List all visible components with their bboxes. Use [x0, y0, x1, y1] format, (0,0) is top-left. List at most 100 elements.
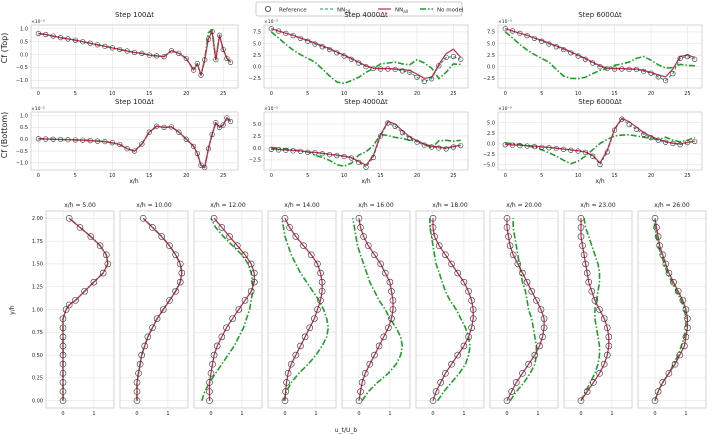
reference-marker [247, 287, 255, 295]
reference-marker [429, 397, 437, 405]
reference-marker [144, 333, 152, 341]
reference-marker [62, 306, 70, 313]
reference-marker [224, 115, 230, 121]
reference-marker [366, 360, 374, 368]
reference-marker [223, 324, 230, 332]
reference-marker [407, 69, 413, 75]
reference-marker [319, 44, 325, 50]
x-tick-label: 25 [684, 91, 690, 97]
x-tick-label: 10 [341, 173, 347, 179]
x-tick-label: 5 [74, 91, 77, 97]
reference-marker [168, 124, 175, 130]
series-group [133, 214, 186, 405]
reference-marker [364, 242, 372, 249]
y-tick-label: 5.0 [253, 122, 261, 128]
x-tick-label: 10 [341, 91, 347, 97]
reference-marker [139, 50, 145, 56]
series-group [35, 115, 234, 170]
plot-frame [497, 24, 703, 89]
reference-marker [133, 397, 141, 405]
series-line-nomodel [580, 218, 601, 402]
panel-profile-10: 0 1 x/h = 16.00 [341, 202, 411, 417]
series-line-nomodel [352, 218, 404, 402]
reference-marker [682, 306, 690, 313]
x-tick-label: 25 [220, 173, 226, 179]
y-tick-label: 0.50 [32, 353, 43, 359]
reference-marker [388, 315, 395, 322]
reference-marker [604, 65, 610, 72]
reference-marker [213, 57, 219, 63]
reference-marker [287, 360, 295, 368]
series-group [429, 214, 477, 405]
reference-marker [205, 146, 212, 152]
reference-marker [81, 287, 88, 295]
panel-title: x/h = 12.00 [210, 202, 246, 209]
reference-marker [546, 145, 552, 151]
reference-marker [138, 351, 145, 359]
reference-marker [312, 150, 318, 156]
y-tick-label: 1.0 [20, 113, 28, 119]
reference-marker [229, 315, 236, 322]
reference-marker [318, 287, 326, 295]
reference-marker [626, 66, 632, 73]
reference-marker [370, 154, 376, 161]
reference-marker [161, 54, 167, 60]
reference-marker [139, 214, 147, 222]
reference-marker [334, 50, 340, 56]
cf-bottom-ylabel: Cf (Bottom) [0, 112, 9, 159]
reference-marker [363, 164, 369, 170]
x-tick-label: 5 [306, 173, 309, 179]
x-tick-label: 5 [74, 173, 77, 179]
reference-marker [435, 242, 443, 249]
reference-marker [133, 388, 141, 395]
panel-profile-7: 0 1 x/h = 10.00 [119, 202, 189, 417]
x-tick-label: 0 [431, 411, 434, 417]
reference-marker [525, 360, 532, 368]
reference-marker [59, 324, 67, 332]
reference-marker [588, 287, 596, 295]
panel-title: x/h = 5.00 [64, 202, 96, 209]
reference-marker [348, 56, 355, 62]
reference-marker [209, 28, 215, 35]
reference-marker [301, 333, 309, 341]
reference-marker [141, 342, 149, 350]
reference-marker [448, 360, 455, 368]
reference-marker [326, 152, 333, 158]
y-tick-label: −2.5 [249, 76, 261, 82]
x-tick-label: 1 [166, 411, 169, 417]
reference-marker [326, 46, 333, 53]
reference-marker [590, 60, 596, 66]
x-tick-label: 20 [648, 173, 654, 179]
reference-marker [207, 370, 215, 377]
reference-marker [508, 388, 515, 395]
reference-marker [531, 35, 538, 42]
reference-marker [94, 138, 101, 144]
panel-title: x/h = 23.00 [580, 202, 616, 209]
plot-frame [30, 111, 239, 171]
panel-title: Step 6000Δt [578, 11, 622, 19]
series-group [281, 214, 330, 405]
reference-marker [282, 388, 289, 395]
reference-marker [399, 130, 406, 136]
reference-marker [585, 278, 593, 286]
reference-marker [575, 53, 581, 59]
reference-marker [633, 126, 640, 132]
y-tick-label: 0.00 [32, 399, 43, 405]
reference-marker [469, 306, 477, 313]
reference-marker [597, 64, 603, 70]
panel-title: Step 4000Δt [344, 98, 388, 106]
x-tick-label: 5 [540, 173, 543, 179]
reference-marker [603, 324, 611, 332]
reference-marker [443, 54, 449, 61]
reference-marker [503, 224, 511, 231]
reference-marker [428, 76, 435, 82]
reference-marker [503, 214, 511, 222]
axis-multiplier: ×10⁻³ [264, 19, 278, 25]
reference-marker [506, 242, 514, 249]
reference-marker [191, 67, 197, 73]
reference-marker [591, 297, 599, 304]
reference-marker [568, 50, 574, 56]
reference-marker [311, 315, 318, 322]
reference-marker [194, 150, 200, 157]
reference-marker [158, 233, 166, 240]
